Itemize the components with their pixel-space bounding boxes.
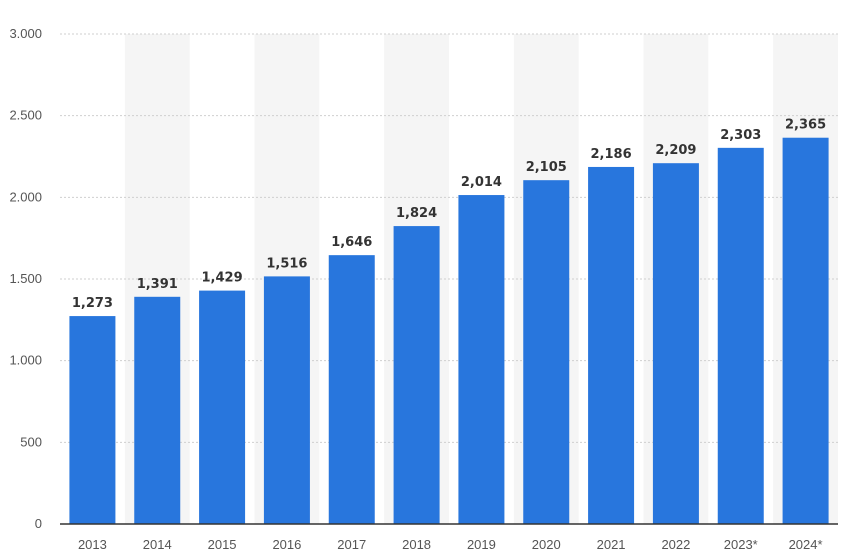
y-tick-label: 2.500 [9,108,42,123]
gridlines [60,33,838,443]
bar-2022 [652,163,699,525]
bar-2019 [458,195,505,524]
bar-2016 [263,276,310,524]
bar-2015 [199,290,246,524]
data-label-2021: 2,186 [591,147,632,162]
data-label-2013: 1,273 [72,296,113,311]
y-tick-label: 1.500 [9,271,42,286]
data-label-2014: 1,391 [137,277,178,292]
x-tick-label-2024*: 2024* [789,537,823,552]
data-label-2023*: 2,303 [720,128,761,143]
data-label-2022: 2,209 [655,143,696,158]
y-tick-label: 2.000 [9,189,42,204]
data-labels: 1,273 1,391 1,429 1,516 1,646 1,824 2,014 2,105… [72,118,826,311]
y-tick-label: 3.000 [9,26,42,41]
x-tick-label-2015: 2015 [208,537,237,552]
x-tick-label-2021: 2021 [597,537,626,552]
y-axis-tick-labels: 0 500 1.000 1.500 2.000 2.500 3.000 [9,26,42,531]
x-tick-label-2022: 2022 [661,537,690,552]
x-axis-tick-labels: 2013 2014 2015 2016 2017 2018 2019 2020 2021 2022… [78,537,823,552]
x-tick-label-2020: 2020 [532,537,561,552]
y-tick-label: 1.000 [9,353,42,368]
data-label-2015: 1,429 [202,271,243,286]
y-tick-label: 500 [20,434,42,449]
data-label-2017: 1,646 [331,235,372,250]
bar-2013 [69,316,116,524]
bar-2024* [782,137,829,524]
bar-2018 [393,226,440,524]
bar-2020 [523,180,570,524]
bar-2021 [588,166,635,524]
x-tick-label-2018: 2018 [402,537,431,552]
x-tick-label-2016: 2016 [272,537,301,552]
bar-2014 [134,296,181,524]
data-label-2018: 1,824 [396,206,437,221]
x-tick-label-2017: 2017 [337,537,366,552]
data-label-2024*: 2,365 [785,118,826,133]
x-tick-label-2019: 2019 [467,537,496,552]
data-label-2016: 1,516 [266,256,307,271]
data-label-2020: 2,105 [526,160,567,175]
bar-2023* [717,147,764,525]
bars [69,137,829,525]
x-tick-label-2014: 2014 [143,537,172,552]
x-tick-label-2023*: 2023* [724,537,758,552]
x-tick-label-2013: 2013 [78,537,107,552]
bar-2017 [328,255,375,525]
data-label-2019: 2,014 [461,175,502,190]
y-tick-label: 0 [35,516,42,531]
